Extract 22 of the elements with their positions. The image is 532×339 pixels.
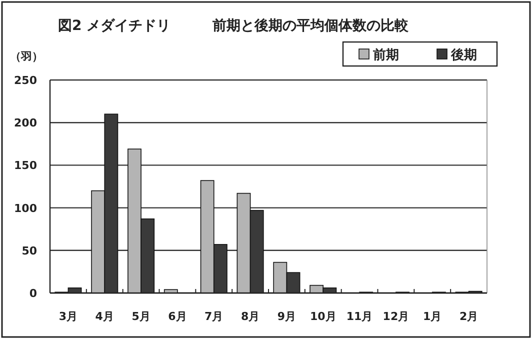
- y-tick-label: 200: [14, 116, 38, 130]
- x-tick-label: 10月: [310, 310, 336, 323]
- x-tick-label: 11月: [346, 310, 373, 323]
- y-tick-label: 50: [22, 244, 38, 258]
- x-tick-label: 7月: [204, 310, 224, 323]
- x-tick-label: 1月: [423, 310, 442, 323]
- x-tick-label: 5月: [132, 310, 150, 323]
- x-tick-label: 8月: [240, 310, 260, 323]
- x-tick-label: 6月: [168, 310, 187, 323]
- legend-label: 前期: [372, 48, 399, 63]
- y-tick-label: 100: [14, 202, 38, 215]
- y-tick-label: 0: [29, 287, 38, 300]
- y-tick-label: 150: [14, 159, 38, 172]
- y-tick-label: 250: [14, 74, 38, 87]
- y-axis-title: （羽）: [10, 50, 43, 63]
- x-tick-label: 3月: [58, 310, 78, 323]
- x-tick-label: 9月: [277, 310, 296, 323]
- legend-label: 後期: [450, 47, 477, 63]
- x-tick-label: 2月: [459, 310, 478, 323]
- x-tick-label: 4月: [95, 310, 114, 323]
- chart-title: 図2 メダイチドリ 前期と後期の平均個体数の比較: [58, 18, 410, 34]
- x-tick-label: 12月: [382, 310, 410, 323]
